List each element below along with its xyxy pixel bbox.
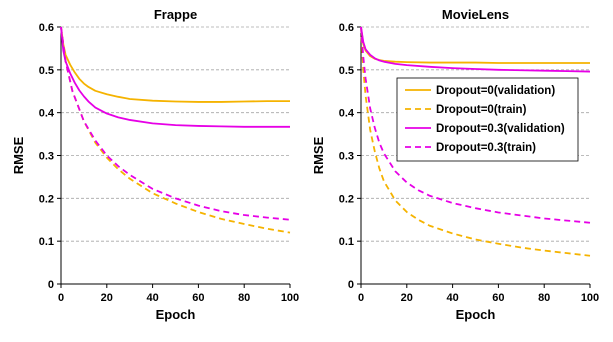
- chart-title: MovieLens: [442, 7, 509, 22]
- x-axis-label: Epoch: [456, 307, 496, 322]
- legend-label-1: Dropout=0(train): [436, 104, 527, 116]
- x-tick-label-0: 0: [358, 292, 364, 304]
- series-line-3: [360, 26, 591, 224]
- x-tick-label-0: 0: [58, 292, 64, 304]
- legend-label-0: Dropout=0(validation): [436, 85, 555, 97]
- y-axis-label: RMSE: [311, 136, 326, 174]
- y-tick-label-3: 0.3: [39, 151, 54, 163]
- x-tick-label-3: 60: [192, 292, 204, 304]
- series-line-0: [60, 26, 290, 103]
- series-line-2: [360, 26, 591, 73]
- y-tick-label-6: 0.6: [339, 22, 354, 34]
- series-line-2: [60, 26, 290, 128]
- series-line-1: [360, 26, 591, 257]
- y-axis-label: RMSE: [11, 136, 26, 174]
- chart-title: Frappe: [154, 7, 197, 22]
- x-tick-label-2: 40: [146, 292, 158, 304]
- series-line-0: [360, 26, 590, 64]
- chart-movielens: 0 0.1 0.2 0.3 0.4 0.5 0.6 0 20 40 60 80 100 MovieLens…: [311, 7, 599, 322]
- y-tick-label-2: 0.2: [339, 193, 354, 205]
- legend: Dropout=0(validation) Dropout=0(train) Dro…: [396, 77, 579, 162]
- x-tick-label-3: 60: [492, 292, 504, 304]
- y-tick-label-2: 0.2: [39, 193, 54, 205]
- chart-frappe: 0 0.1 0.2 0.3 0.4 0.5 0.6 0 20 40 60 80 100 Frappe Epo…: [11, 7, 299, 322]
- x-tick-label-5: 100: [281, 292, 299, 304]
- y-tick-label-5: 0.5: [39, 65, 54, 77]
- y-tick-label-3: 0.3: [339, 151, 354, 163]
- x-tick-label-4: 80: [538, 292, 550, 304]
- legend-label-3: Dropout=0.3(train): [436, 142, 536, 154]
- series-line-3: [60, 26, 291, 221]
- y-tick-label-5: 0.5: [339, 65, 354, 77]
- legend-label-2: Dropout=0.3(validation): [436, 123, 565, 135]
- x-axis-label: Epoch: [156, 307, 196, 322]
- x-tick-label-2: 40: [446, 292, 458, 304]
- x-tick-label-4: 80: [238, 292, 250, 304]
- y-tick-label-4: 0.4: [39, 108, 55, 120]
- x-tick-label-5: 100: [581, 292, 599, 304]
- y-tick-label-4: 0.4: [339, 108, 355, 120]
- y-tick-label-1: 0.1: [39, 236, 54, 248]
- x-tick-label-1: 20: [101, 292, 113, 304]
- x-tick-label-1: 20: [401, 292, 413, 304]
- y-tick-label-0: 0: [348, 279, 354, 291]
- y-tick-label-0: 0: [48, 279, 54, 291]
- y-tick-label-6: 0.6: [39, 22, 54, 34]
- y-tick-label-1: 0.1: [339, 236, 354, 248]
- series-line-1: [60, 26, 291, 234]
